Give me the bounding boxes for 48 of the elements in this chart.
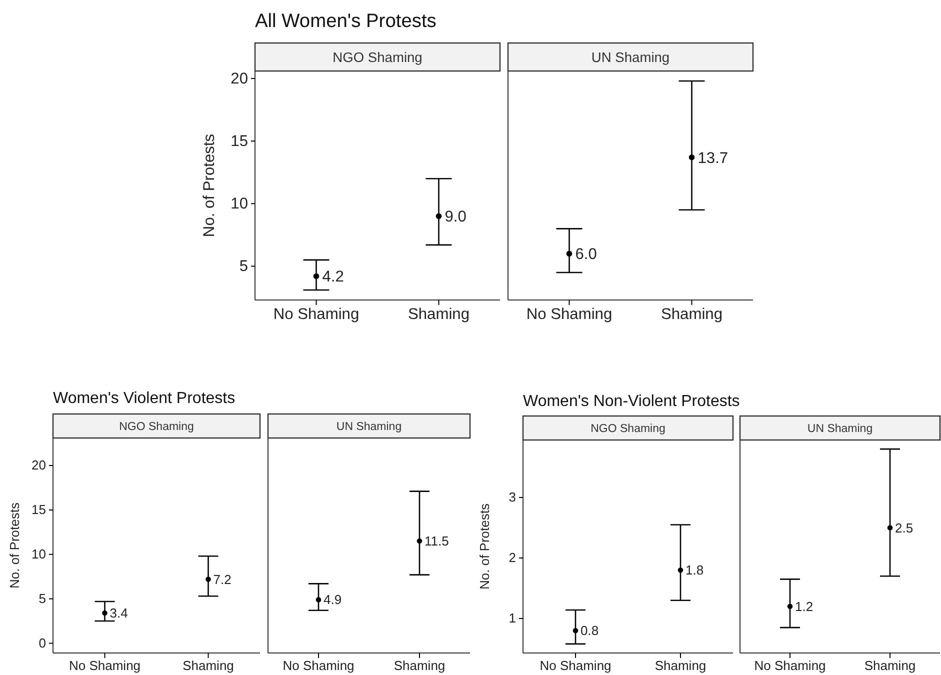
- chart-subtitle: NGO Shaming: [590, 423, 666, 436]
- y-axis-title: No. of Protests: [7, 502, 22, 588]
- data-label: 0.8: [580, 623, 599, 638]
- data-label: 9.0: [444, 208, 467, 226]
- y-tick-label: 15: [32, 502, 46, 518]
- y-tick-label: 5: [239, 258, 248, 276]
- y-axis-title: No. of Protests: [201, 134, 218, 238]
- data-label: 4.9: [324, 592, 342, 608]
- chart-title: Women's Non-Violent Protests: [523, 393, 740, 410]
- y-tick-label: 3: [508, 490, 516, 505]
- x-tick-label: Shaming: [394, 658, 446, 674]
- data-label: 4.2: [322, 268, 344, 286]
- x-tick-label: No Shaming: [754, 658, 826, 674]
- y-tick-label: 15: [230, 133, 248, 150]
- x-tick-label: Shaming: [654, 658, 706, 674]
- y-tick-label: 1: [508, 610, 516, 626]
- x-tick-label: No Shaming: [273, 306, 360, 324]
- x-tick-label: No Shaming: [68, 658, 141, 674]
- data-label: 3.4: [110, 606, 128, 621]
- x-tick-label: No Shaming: [540, 658, 612, 674]
- chart-title: All Women's Protests: [255, 11, 436, 32]
- chart-subtitle: UN Shaming: [336, 421, 402, 434]
- x-tick-label: No Shaming: [526, 306, 612, 324]
- data-label: 1.2: [795, 598, 814, 614]
- chart-subtitle: NGO Shaming: [119, 421, 194, 434]
- x-tick-label: No Shaming: [282, 658, 354, 674]
- data-label: 7.2: [213, 572, 232, 587]
- data-label: 11.5: [424, 534, 449, 549]
- data-label: 1.8: [686, 562, 704, 578]
- y-tick-label: 5: [38, 590, 46, 606]
- y-axis-title: No. of Protests: [477, 503, 492, 590]
- data-label: 6.0: [575, 246, 598, 264]
- x-tick-label: Shaming: [660, 306, 723, 324]
- data-label: 13.7: [698, 150, 728, 167]
- chart-subtitle: NGO Shaming: [332, 50, 422, 65]
- x-tick-label: Shaming: [864, 658, 916, 674]
- chart-title: Women's Violent Protests: [53, 390, 236, 407]
- data-label: 2.5: [895, 520, 914, 536]
- y-tick-label: 2: [508, 550, 516, 566]
- x-tick-label: Shaming: [182, 658, 234, 674]
- x-tick-label: Shaming: [408, 306, 470, 324]
- y-tick-label: 10: [230, 196, 248, 213]
- y-tick-label: 0: [38, 635, 46, 650]
- chart-subtitle: UN Shaming: [591, 50, 670, 65]
- y-tick-label: 20: [230, 70, 248, 88]
- y-tick-label: 10: [32, 546, 46, 562]
- y-tick-label: 20: [32, 458, 46, 473]
- chart-subtitle: UN Shaming: [807, 423, 873, 436]
